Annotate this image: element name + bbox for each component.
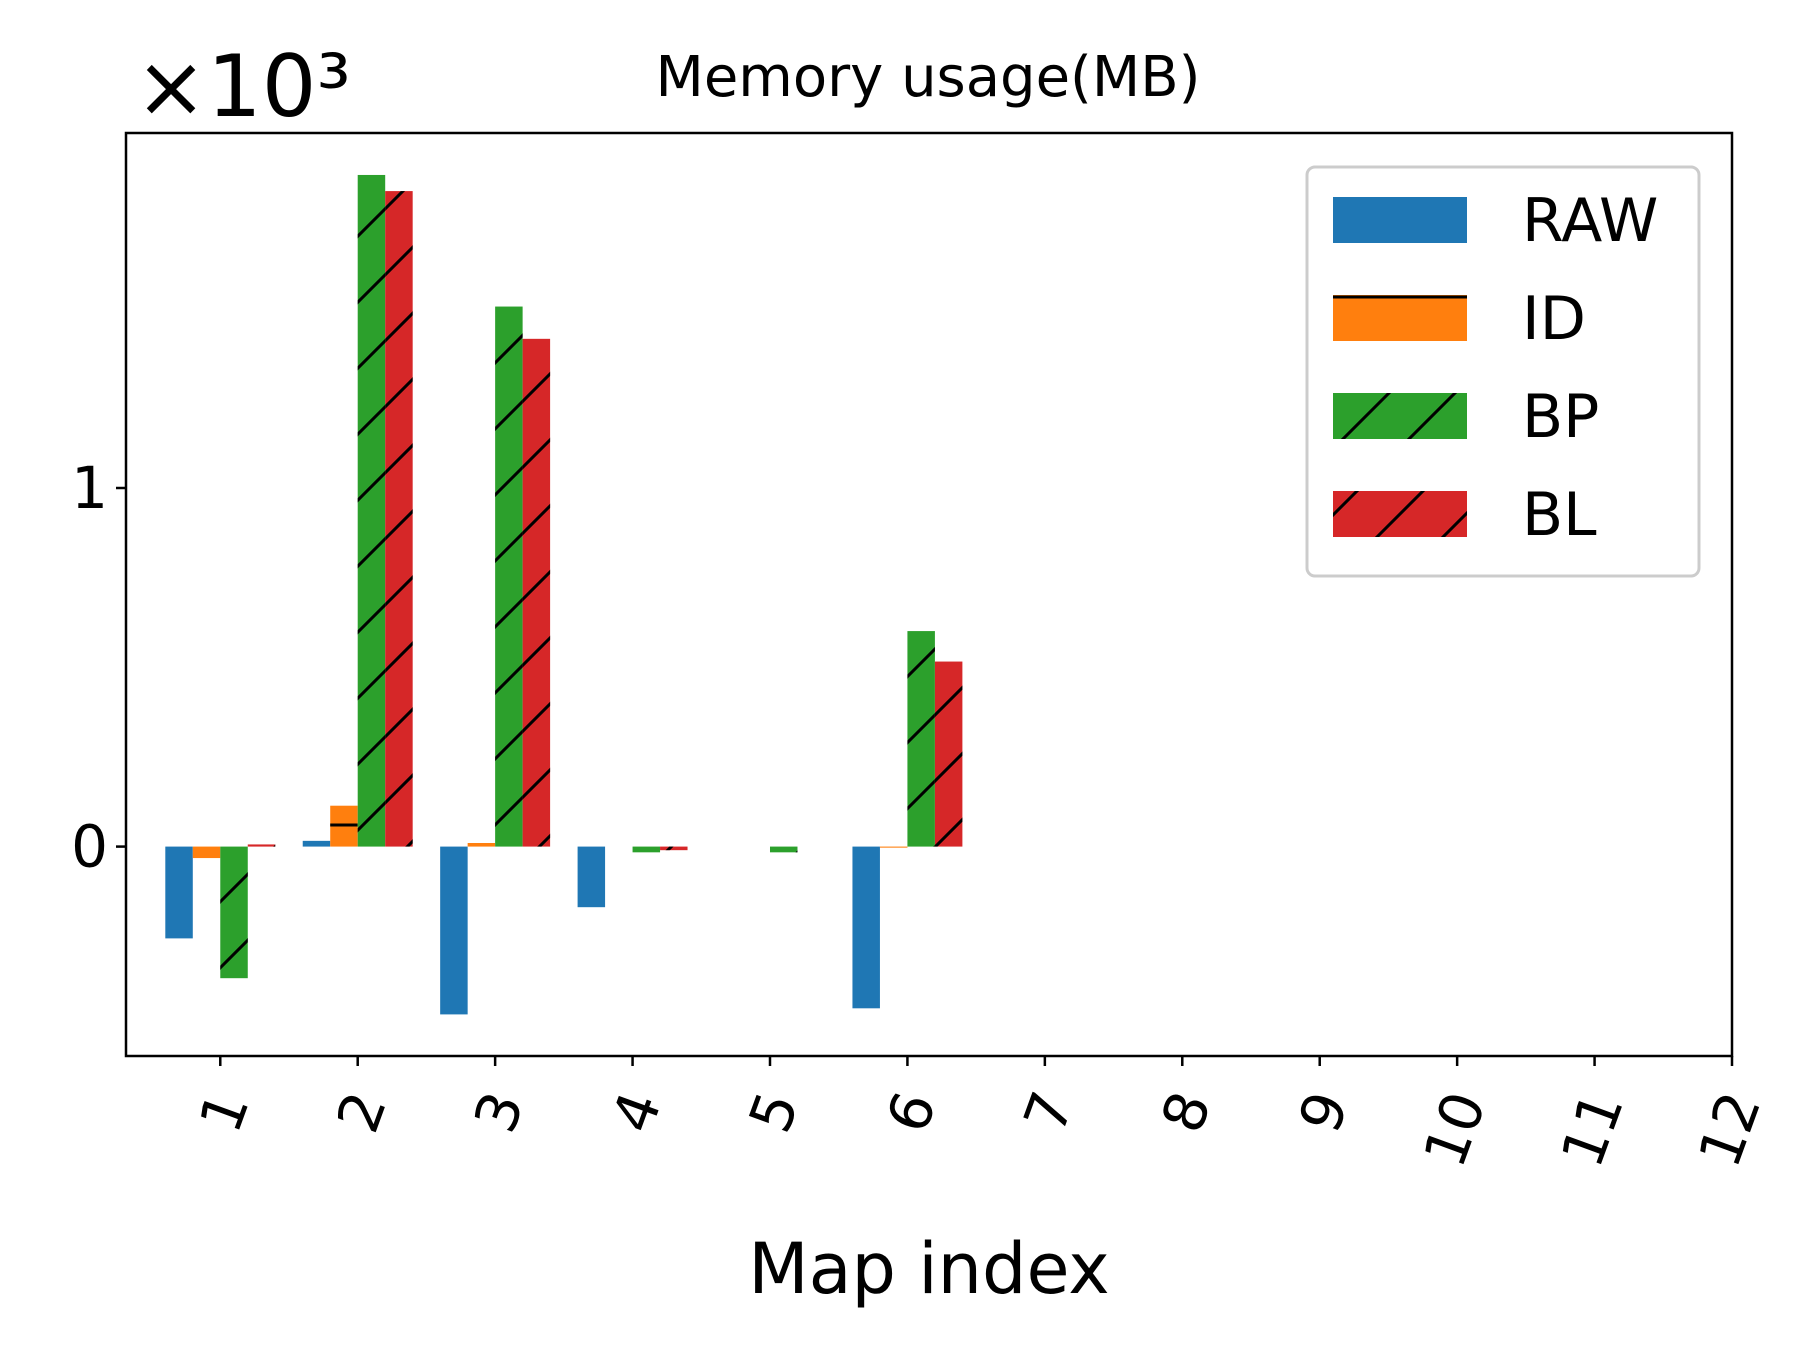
legend-label: BP bbox=[1522, 382, 1599, 452]
bar-hatch bbox=[632, 846, 661, 853]
bar-hatch bbox=[330, 805, 358, 847]
chart-title: Memory usage(MB) bbox=[656, 45, 1201, 110]
bar-hatch bbox=[907, 631, 935, 847]
bar-hatch bbox=[522, 338, 551, 847]
x-tick-label: 8 bbox=[1148, 1083, 1225, 1141]
bar-hatch bbox=[247, 844, 276, 847]
x-tick-label: 1 bbox=[186, 1083, 263, 1141]
legend-label: RAW bbox=[1522, 186, 1658, 256]
x-tick-label: 12 bbox=[1685, 1083, 1774, 1176]
bar bbox=[852, 846, 880, 1009]
legend-box bbox=[1305, 165, 1701, 578]
legend-swatch bbox=[1333, 197, 1467, 243]
bar-hatch bbox=[357, 174, 386, 847]
bar-hatch bbox=[467, 843, 496, 847]
bar-hatch bbox=[879, 846, 908, 848]
legend-label: ID bbox=[1522, 284, 1586, 354]
x-axis-label: Map index bbox=[748, 1228, 1109, 1310]
bar-hatch bbox=[495, 306, 523, 847]
x-tick-label: 7 bbox=[1011, 1083, 1088, 1141]
x-tick-label: 10 bbox=[1410, 1083, 1499, 1176]
bar-hatch bbox=[660, 846, 688, 851]
bar-hatch bbox=[769, 846, 798, 853]
bar bbox=[165, 846, 193, 939]
y-tick-label: 1 bbox=[71, 454, 108, 522]
x-tick-label: 3 bbox=[461, 1083, 538, 1141]
bar-hatch bbox=[192, 846, 221, 859]
y-offset-label: ×10³ bbox=[135, 37, 351, 137]
bar bbox=[577, 846, 606, 908]
bar-hatch bbox=[934, 661, 963, 847]
legend-swatch-hatch bbox=[1333, 491, 1467, 537]
bar-hatch bbox=[385, 191, 413, 847]
bar bbox=[440, 846, 468, 1015]
legend-label: BL bbox=[1522, 480, 1597, 550]
legend-swatch-hatch bbox=[1333, 393, 1467, 439]
plot-frame bbox=[124, 131, 1734, 1058]
x-tick-label: 2 bbox=[323, 1083, 400, 1141]
x-tick-label: 9 bbox=[1285, 1083, 1362, 1141]
bar bbox=[302, 840, 331, 847]
x-tick-label: 6 bbox=[873, 1083, 950, 1141]
y-tick-label: 0 bbox=[71, 813, 108, 881]
bar-hatch bbox=[220, 846, 248, 979]
x-tick-label: 5 bbox=[736, 1083, 813, 1141]
x-tick-label: 11 bbox=[1548, 1083, 1637, 1176]
legend-swatch-hatch bbox=[1333, 295, 1467, 341]
x-tick-label: 4 bbox=[598, 1083, 675, 1141]
